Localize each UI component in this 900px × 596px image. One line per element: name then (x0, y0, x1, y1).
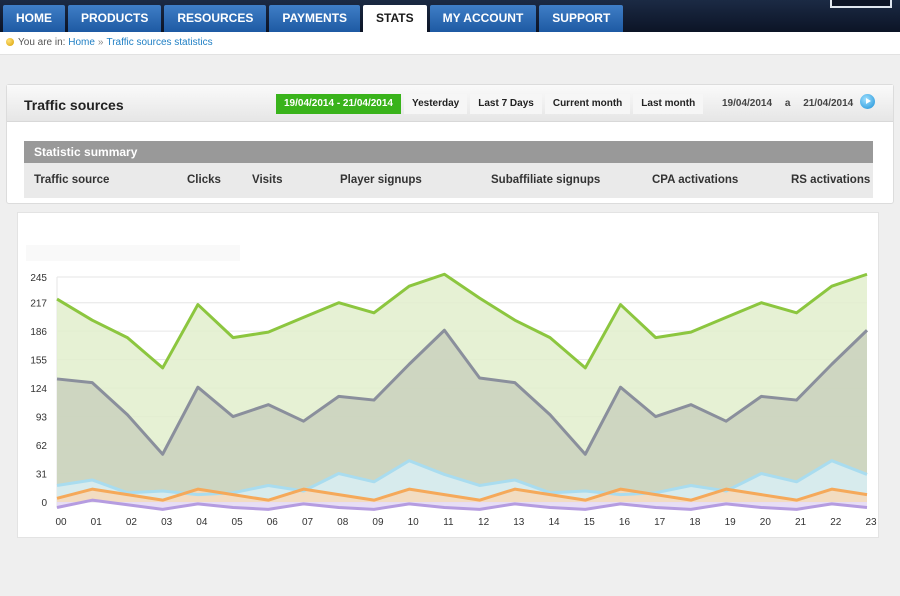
breadcrumb: You are in: Home» Traffic sources statist… (0, 32, 900, 55)
header-corner-box (830, 0, 892, 8)
y-tick-label: 62 (36, 441, 48, 452)
y-tick-label: 217 (30, 299, 47, 310)
x-tick-label: 13 (513, 517, 525, 528)
x-tick-label: 00 (55, 517, 67, 528)
traffic-chart-card: 0 31 62 93 124 155 186 217 245 00 01 02 03 04 05 06 07 08… (17, 212, 879, 538)
y-tick-label: 31 (36, 470, 48, 481)
x-tick-label: 17 (654, 517, 666, 528)
series-line-0 (56, 272, 868, 370)
x-tick-label: 02 (126, 517, 138, 528)
statistic-summary-table: Statistic summary Traffic source Clicks … (24, 141, 873, 198)
range-custom-button[interactable]: 19/04/2014 - 21/04/2014 (276, 94, 401, 114)
series-line-2 (56, 459, 868, 497)
date-from[interactable]: 19/04/2014 (722, 98, 773, 109)
x-tick-label: 19 (725, 517, 737, 528)
y-tick-label: 186 (30, 327, 47, 338)
tab-support[interactable]: SUPPORT (539, 5, 624, 32)
x-tick-label: 01 (91, 517, 103, 528)
col-player-signups: Player signups (340, 174, 422, 186)
series-line-4 (56, 498, 868, 511)
x-tick-label: 06 (267, 517, 279, 528)
col-cpa-activations: CPA activations (652, 174, 739, 186)
y-tick-label: 155 (30, 356, 47, 367)
top-nav-bar: HOME PRODUCTS RESOURCES PAYMENTS STATS M… (0, 0, 900, 32)
series-line-1 (56, 328, 869, 456)
col-subaffiliate-signups: Subaffiliate signups (491, 174, 601, 186)
x-tick-label: 04 (196, 517, 208, 528)
range-current-month-button[interactable]: Current month (544, 94, 631, 114)
y-tick-label: 124 (30, 384, 47, 395)
series-line-3 (56, 487, 868, 502)
x-tick-label: 08 (337, 517, 349, 528)
x-tick-label: 05 (232, 517, 244, 528)
range-yesterday-button[interactable]: Yesterday (403, 94, 468, 114)
range-last-month-button[interactable]: Last month (633, 94, 704, 114)
col-visits: Visits (252, 174, 283, 186)
x-tick-label: 10 (408, 517, 420, 528)
x-tick-label: 14 (548, 517, 560, 528)
y-tick-label: 0 (41, 498, 47, 509)
x-tick-label: 21 (795, 517, 807, 528)
col-traffic-source: Traffic source (34, 174, 110, 186)
x-tick-label: 15 (584, 517, 596, 528)
tab-products[interactable]: PRODUCTS (68, 5, 162, 32)
date-range-selector: 19/04/2014 - 21/04/2014 Yesterday Last 7… (276, 94, 704, 114)
date-to[interactable]: 21/04/2014 (803, 98, 854, 109)
x-tick-label: 20 (760, 517, 772, 528)
x-tick-label: 16 (619, 517, 631, 528)
main-nav: HOME PRODUCTS RESOURCES PAYMENTS STATS M… (3, 5, 624, 32)
x-tick-label: 23 (865, 517, 877, 528)
x-tick-label: 03 (161, 517, 173, 528)
series-area-3 (57, 489, 867, 502)
tab-resources[interactable]: RESOURCES (164, 5, 267, 32)
breadcrumb-home-link[interactable]: Home (68, 37, 95, 48)
breadcrumb-prefix: You are in: (18, 37, 66, 48)
traffic-area-chart: 0 31 62 93 124 155 186 217 245 00 01 02 03 04 05 06 07 08… (30, 272, 877, 528)
tab-home[interactable]: HOME (3, 5, 65, 32)
apply-play-icon[interactable] (860, 94, 875, 109)
y-tick-label: 93 (36, 413, 48, 424)
chart-caption-placeholder (26, 245, 240, 261)
x-tick-label: 22 (830, 517, 842, 528)
date-separator: a (784, 98, 791, 109)
x-tick-label: 11 (443, 517, 454, 528)
y-tick-label: 245 (30, 273, 47, 284)
series-area-1 (57, 330, 867, 502)
location-icon (6, 38, 14, 46)
tab-payments[interactable]: PAYMENTS (269, 5, 361, 32)
summary-title: Statistic summary (24, 141, 873, 163)
traffic-sources-panel: Traffic sources 19/04/2014 - 21/04/2014 … (6, 84, 894, 204)
panel-header: Traffic sources 19/04/2014 - 21/04/2014 … (7, 85, 893, 122)
summary-header-row: Traffic source Clicks Visits Player sign… (24, 163, 873, 198)
page-title: Traffic sources (24, 97, 124, 113)
range-last-7-days-button[interactable]: Last 7 Days (470, 94, 542, 114)
x-tick-label: 12 (478, 517, 490, 528)
col-clicks: Clicks (187, 174, 221, 186)
tab-my-account[interactable]: MY ACCOUNT (429, 5, 537, 32)
x-tick-label: 18 (689, 517, 701, 528)
x-tick-label: 09 (372, 517, 384, 528)
x-tick-label: 07 (302, 517, 314, 528)
tab-stats[interactable]: STATS (363, 5, 427, 32)
date-range-display: 19/04/2014 a 21/04/2014 (722, 98, 863, 109)
col-rs-activations: RS activations (791, 174, 871, 186)
breadcrumb-separator: » (97, 37, 104, 48)
breadcrumb-current-link[interactable]: Traffic sources statistics (106, 37, 213, 48)
